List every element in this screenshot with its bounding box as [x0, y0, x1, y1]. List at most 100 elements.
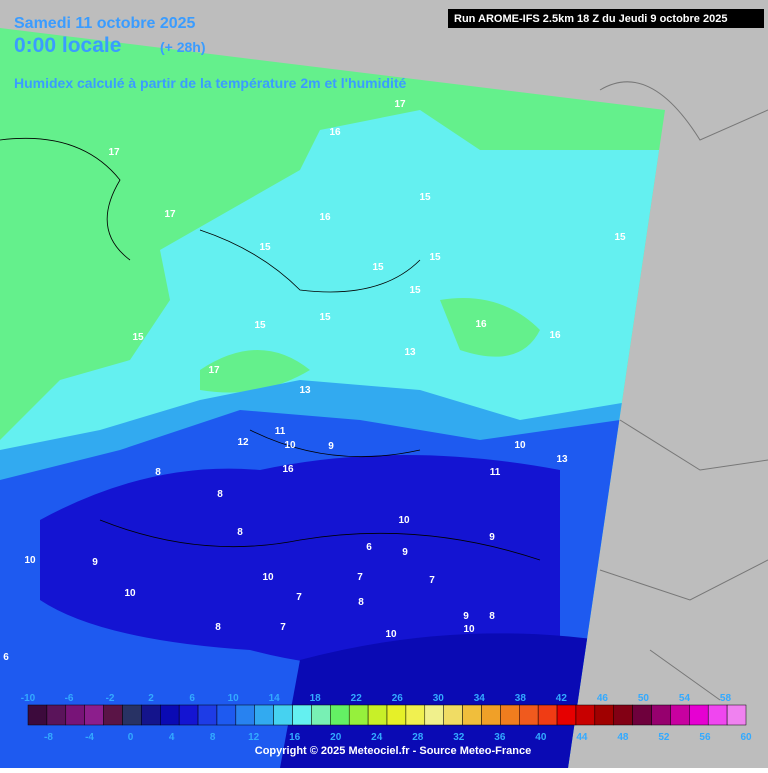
zone-darkblue	[40, 455, 560, 668]
legend-swatch	[519, 704, 539, 726]
legend-bottom-label: 4	[169, 732, 175, 743]
run-info: Run AROME-IFS 2.5km 18 Z du Jeudi 9 octo…	[454, 13, 727, 25]
legend-bottom-label: 44	[576, 732, 588, 743]
legend-bottom-label: -8	[44, 732, 53, 743]
legend-swatch	[160, 704, 180, 726]
legend-bottom-label: 12	[248, 732, 260, 743]
contour-label: 15	[372, 262, 384, 273]
legend-bottom-label: 52	[658, 732, 670, 743]
legend-swatch	[481, 704, 501, 726]
contour-label: 15	[132, 332, 144, 343]
legend-swatch	[424, 704, 444, 726]
legend-swatch	[613, 704, 633, 726]
legend-swatch	[65, 704, 85, 726]
legend-bottom-label: 20	[330, 732, 342, 743]
contour-label: 15	[254, 320, 266, 331]
zone-deepblue	[280, 633, 600, 768]
legend-bottom-label: 8	[210, 732, 216, 743]
contour-label: 10	[124, 588, 136, 599]
legend-top-label: 26	[392, 693, 404, 704]
legend-swatch	[707, 704, 728, 726]
legend-swatch	[178, 704, 199, 726]
legend-swatch	[367, 704, 388, 726]
legend-swatch	[556, 704, 577, 726]
contour-label: 11	[490, 467, 501, 478]
legend-swatch	[84, 704, 104, 726]
contour-label: 17	[208, 365, 220, 376]
contour-label: 7	[429, 575, 435, 586]
legend-swatch	[462, 704, 482, 726]
contour-label: 13	[299, 385, 311, 396]
date: Samedi 11 octobre 2025	[14, 15, 196, 32]
legend-top-label: 10	[228, 693, 240, 704]
contour-label: 17	[108, 147, 120, 158]
zone-green-islands	[200, 298, 540, 393]
contour-label: 7	[296, 592, 302, 603]
legend-top-label: 46	[597, 693, 609, 704]
legend-bottom-label: 32	[453, 732, 465, 743]
legend-top-label: 6	[189, 693, 195, 704]
contour-label: 7	[280, 622, 286, 633]
offset: (+ 28h)	[160, 39, 206, 55]
contour-label: 15	[259, 242, 271, 253]
contour-label: 16	[549, 330, 561, 341]
contour-label: 8	[237, 527, 243, 538]
legend-top-label: 38	[515, 693, 527, 704]
legend-bottom-label: 28	[412, 732, 424, 743]
run-box	[448, 9, 764, 28]
contours	[0, 137, 541, 561]
legend-swatch	[292, 704, 312, 726]
legend-bottom-label: 16	[289, 732, 301, 743]
legend-swatch	[594, 704, 614, 726]
legend-swatch	[273, 704, 293, 726]
contour-label: 16	[319, 212, 331, 223]
contour-label: 8	[358, 597, 364, 608]
legend-swatch	[651, 704, 671, 726]
contour-label: 12	[237, 437, 249, 448]
legend-swatch	[311, 704, 331, 726]
contour-label: 11	[275, 426, 286, 437]
contour-label: 8	[215, 622, 221, 633]
contour-label: 10	[284, 440, 296, 451]
legend-top-label: 34	[474, 693, 486, 704]
legend-bottom-label: 40	[535, 732, 547, 743]
legend-top-label: 30	[433, 693, 445, 704]
legend-top-label: 54	[679, 693, 691, 704]
legend-swatch	[46, 704, 67, 726]
legend-swatch	[405, 704, 426, 726]
legend-top-label: 42	[556, 693, 568, 704]
legend-top-label: 58	[720, 693, 732, 704]
legend-swatch	[27, 704, 48, 726]
contour-label: 10	[398, 515, 410, 526]
legend-swatch	[575, 704, 596, 726]
contour-label: 17	[164, 209, 176, 220]
contour-label: 6	[366, 542, 372, 553]
contour-label: 9	[463, 611, 469, 622]
contour-label: 10	[463, 624, 475, 635]
contour-label: 15	[409, 285, 421, 296]
contour-label: 16	[282, 464, 294, 475]
legend-swatch	[235, 704, 255, 726]
legend-swatch	[330, 704, 350, 726]
contour-label: 13	[404, 347, 416, 358]
legend-top-label: -10	[21, 693, 36, 704]
legend-bottom-label: 24	[371, 732, 383, 743]
borders	[599, 81, 768, 701]
contour-label: 10	[514, 440, 526, 451]
legend-swatch	[500, 704, 520, 726]
legend-swatch	[726, 704, 747, 726]
legend-swatch	[386, 704, 407, 726]
legend-bottom-label: -4	[85, 732, 94, 743]
color-legend: -10 -6 -2 2 6 10 14 18 22 26 30 34 38 42 46 50 54 58-8 -4 0…	[21, 693, 752, 743]
legend-swatch	[689, 704, 709, 726]
legend-bottom-label: 0	[128, 732, 134, 743]
contour-label: 16	[475, 319, 487, 330]
legend-swatch	[216, 704, 237, 726]
legend-top-label: 2	[148, 693, 154, 704]
legend-bottom-label: 60	[740, 732, 752, 743]
contour-label: 15	[419, 192, 431, 203]
legend-top-label: 50	[638, 693, 650, 704]
contour-label: 6	[3, 652, 9, 663]
contour-label: 10	[262, 572, 274, 583]
